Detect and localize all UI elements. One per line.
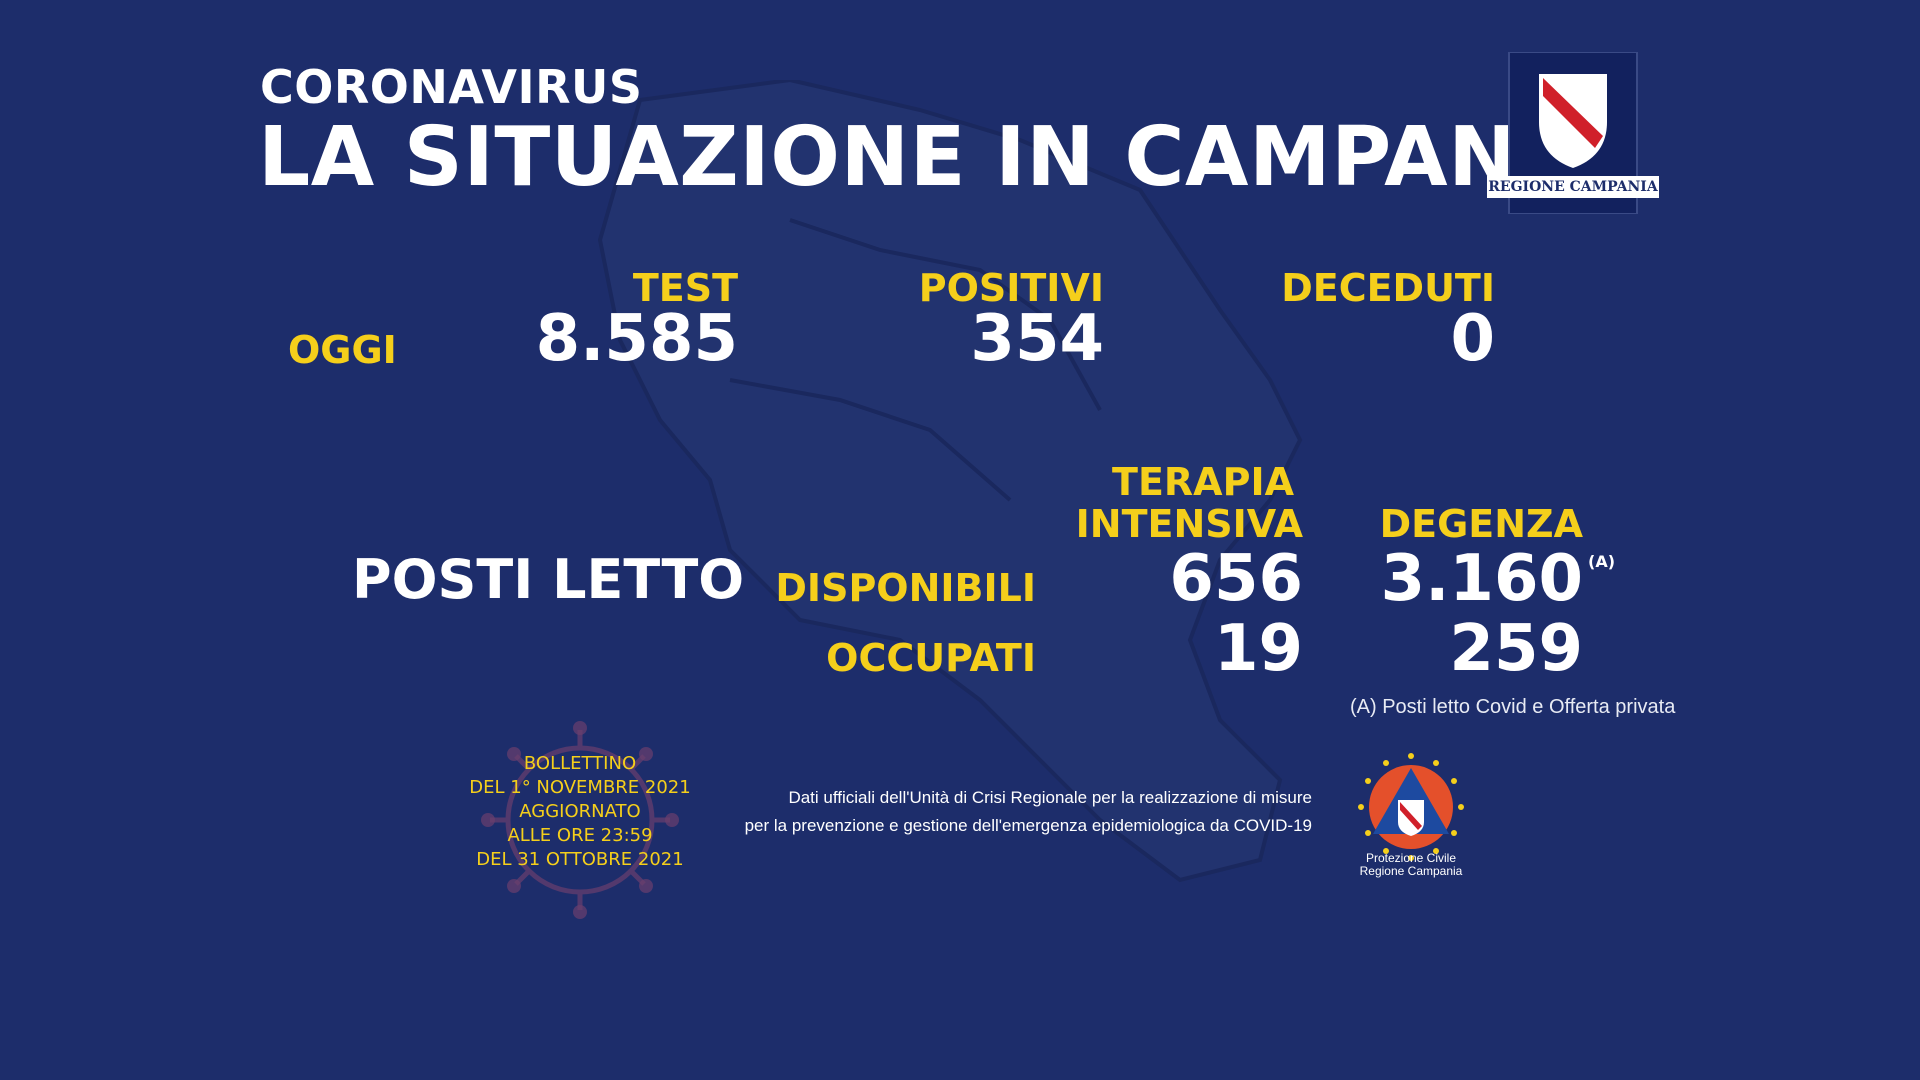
positivi-header: POSITIVI xyxy=(918,266,1104,310)
occupati-label: OCCUPATI xyxy=(826,636,1036,680)
ward-occupied-value: 259 xyxy=(1449,612,1583,686)
header-kicker: CORONAVIRUS xyxy=(260,60,643,114)
official-note-line1: Dati ufficiali dell'Unità di Crisi Regio… xyxy=(788,788,1312,807)
virus-icon xyxy=(481,721,679,919)
official-note-line2: per la prevenzione e gestione dell'emerg… xyxy=(744,816,1312,835)
bulletin-info: BOLLETTINO DEL 1° NOVEMBRE 2021 AGGIORNA… xyxy=(440,752,720,872)
official-data-note: Dati ufficiali dell'Unità di Crisi Regio… xyxy=(700,784,1312,840)
ward-available-value: 3.160 xyxy=(1380,542,1583,616)
logo-caption: REGIONE CAMPANIA xyxy=(1487,176,1659,198)
positivi-value: 354 xyxy=(970,302,1104,376)
protezione-civile-logo-icon xyxy=(1358,753,1464,861)
terapia-intensiva-header-line1: TERAPIA xyxy=(1112,460,1294,504)
bulletin-line: DEL 1° NOVEMBRE 2021 xyxy=(469,777,691,798)
deceduti-header: DECEDUTI xyxy=(1281,266,1495,310)
test-value: 8.585 xyxy=(535,302,738,376)
test-header: TEST xyxy=(632,266,738,310)
icu-available-value: 656 xyxy=(1169,542,1303,616)
oggi-label: OGGI xyxy=(288,328,397,372)
page-title: LA SITUAZIONE IN CAMPANIA xyxy=(258,110,1613,205)
protezione-civile-caption: Protezione Civile Regione Campania xyxy=(1336,852,1486,878)
bulletin-line: DEL 31 OTTOBRE 2021 xyxy=(476,849,684,870)
pc-caption-line1: Protezione Civile xyxy=(1365,851,1457,865)
degenza-header: DEGENZA xyxy=(1379,502,1583,546)
bulletin-line: AGGIORNATO xyxy=(519,801,641,822)
bulletin-line: BOLLETTINO xyxy=(523,753,637,774)
ward-note-marker: (A) xyxy=(1588,552,1616,571)
terapia-intensiva-header-line2: INTENSIVA xyxy=(1075,502,1303,546)
icu-occupied-value: 19 xyxy=(1213,612,1303,686)
pc-caption-line2: Regione Campania xyxy=(1359,864,1463,878)
regione-campania-logo: REGIONE CAMPANIA xyxy=(1487,51,1659,215)
bulletin-line: ALLE ORE 23:59 xyxy=(507,825,653,846)
deceduti-value: 0 xyxy=(1450,302,1495,376)
beds-footnote: (A) Posti letto Covid e Offerta privata xyxy=(1350,696,1676,718)
posti-letto-label: POSTI LETTO xyxy=(352,548,745,611)
disponibili-label: DISPONIBILI xyxy=(775,566,1036,610)
campania-map-silhouette xyxy=(597,80,1303,883)
